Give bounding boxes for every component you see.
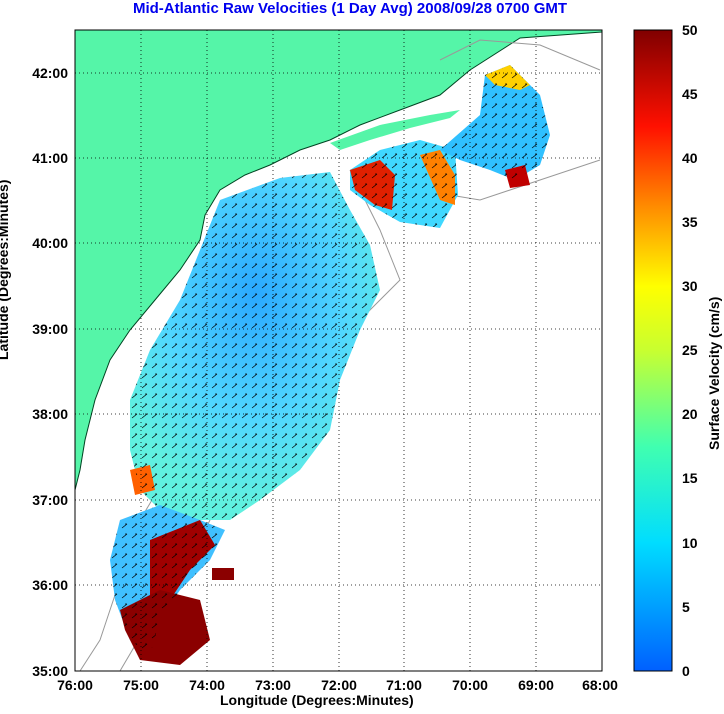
land-mass (75, 30, 602, 490)
x-tick-label: 74:00 (189, 677, 225, 693)
x-tick-label: 72:00 (321, 677, 357, 693)
colorbar-tick-label: 5 (682, 599, 690, 615)
y-tick-label: 39:00 (32, 321, 68, 337)
x-tick-label: 68:00 (582, 677, 618, 693)
colorbar-tick-label: 45 (682, 86, 698, 102)
y-tick-labels: 42:00 41:00 40:00 39:00 38:00 37:00 36:0… (32, 65, 68, 679)
x-axis-label: Longitude (Degrees:Minutes) (220, 692, 414, 708)
y-tick-label: 36:00 (32, 577, 68, 593)
map-title: Mid-Atlantic Raw Velocities (1 Day Avg) … (132, 0, 568, 17)
x-tick-label: 76:00 (57, 677, 93, 693)
x-tick-label: 73:00 (255, 677, 291, 693)
x-tick-label: 71:00 (386, 677, 422, 693)
x-tick-labels: 76:00 75:00 74:00 73:00 72:00 71:00 70:0… (57, 677, 618, 693)
colorbar (633, 29, 673, 672)
colorbar-tick-label: 0 (682, 663, 690, 679)
colorbar-tick-label: 50 (682, 22, 698, 38)
grid-lines (75, 30, 602, 671)
velocity-field (110, 65, 550, 665)
x-tick-label: 69:00 (518, 677, 554, 693)
colorbar-tick-label: 10 (682, 535, 698, 551)
y-tick-label: 42:00 (32, 65, 68, 81)
colorbar-tick-labels: 50 45 40 35 30 25 20 15 10 5 0 (682, 22, 698, 679)
y-tick-label: 40:00 (32, 235, 68, 251)
long-island (330, 110, 460, 150)
colorbar-tick-label: 35 (682, 214, 698, 230)
x-tick-label: 75:00 (123, 677, 159, 693)
y-tick-label: 38:00 (32, 406, 68, 422)
y-tick-label: 35:00 (32, 663, 68, 679)
colorbar-tick-label: 20 (682, 406, 698, 422)
colorbar-tick-label: 30 (682, 278, 698, 294)
y-tick-label: 37:00 (32, 492, 68, 508)
colorbar-tick-label: 15 (682, 470, 698, 486)
x-tick-label: 70:00 (452, 677, 488, 693)
colorbar-tick-label: 25 (682, 342, 698, 358)
colorbar-tick-label: 40 (682, 150, 698, 166)
y-tick-label: 41:00 (32, 150, 68, 166)
